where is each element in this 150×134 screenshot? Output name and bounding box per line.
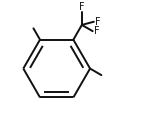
Text: F: F — [95, 17, 101, 27]
Text: F: F — [94, 26, 99, 36]
Text: F: F — [79, 2, 85, 12]
